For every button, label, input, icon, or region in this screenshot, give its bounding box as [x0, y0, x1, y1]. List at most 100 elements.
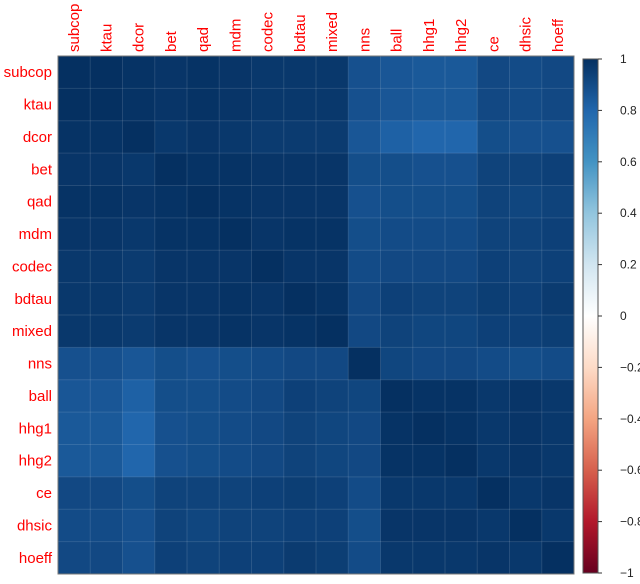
heatmap-cell: [219, 347, 252, 381]
row-label: ce: [36, 485, 52, 502]
heatmap-cell: [90, 250, 123, 284]
heatmap-cell: [219, 476, 252, 510]
heatmap-cell: [90, 185, 123, 219]
heatmap-cell: [541, 217, 575, 251]
heatmap-cell: [316, 476, 349, 510]
heatmap-cell: [412, 444, 446, 478]
heatmap-cell: [283, 412, 317, 445]
heatmap-cell: [316, 185, 349, 219]
legend-tick-label: −0.4: [620, 412, 640, 426]
heatmap-cell: [154, 217, 188, 251]
heatmap-cell: [187, 88, 220, 122]
heatmap-border: [57, 55, 575, 575]
heatmap-cell: [316, 412, 349, 445]
heatmap-cell: [445, 315, 478, 348]
heatmap-cell: [316, 56, 349, 89]
heatmap-cell: [154, 476, 188, 510]
row-label: hhg2: [19, 453, 52, 470]
heatmap-cell: [445, 153, 478, 186]
heatmap-cell: [122, 56, 156, 89]
heatmap-cell: [283, 56, 317, 89]
heatmap-cell: [219, 250, 252, 284]
heatmap-cell: [380, 56, 414, 89]
heatmap-cell: [445, 509, 478, 543]
heatmap-cell: [58, 379, 91, 413]
heatmap-cell: [380, 120, 414, 154]
heatmap-cell: [251, 444, 285, 478]
heatmap-cell: [283, 315, 317, 348]
heatmap-cell: [219, 379, 252, 413]
heatmap-cell: [445, 250, 478, 284]
heatmap-cell: [58, 347, 91, 381]
heatmap-cell: [412, 120, 446, 154]
heatmap-cell: [509, 56, 543, 89]
heatmap-cell: [348, 379, 381, 413]
heatmap-cell: [58, 153, 91, 186]
heatmap-cell: [187, 541, 220, 575]
heatmap-cell: [348, 412, 381, 445]
row-label: bet: [31, 161, 53, 178]
heatmap-cell: [283, 153, 317, 186]
legend-tick-label: 0.6: [620, 155, 637, 169]
heatmap-cell: [283, 541, 317, 575]
heatmap-cell: [412, 185, 446, 219]
heatmap-cell: [348, 282, 381, 316]
heatmap-cell: [316, 88, 349, 122]
heatmap-cell: [509, 541, 543, 575]
heatmap-cell: [90, 509, 123, 543]
heatmap-cell: [90, 541, 123, 575]
heatmap-cell: [348, 185, 381, 219]
heatmap-cell: [122, 153, 156, 186]
heatmap-cell: [187, 347, 220, 381]
heatmap-cell: [477, 217, 510, 251]
heatmap-cell: [509, 412, 543, 445]
heatmap-cell: [90, 120, 123, 154]
heatmap-cell: [154, 250, 188, 284]
row-labels: subcop ktau dcor bet qad mdm codec bdtau mixed nn…: [4, 64, 53, 567]
heatmap-cell: [541, 444, 575, 478]
heatmap-cell: [477, 185, 510, 219]
heatmap-cell: [187, 476, 220, 510]
heatmap-cell: [58, 217, 91, 251]
heatmap-cell: [283, 379, 317, 413]
heatmap-cell: [412, 541, 446, 575]
heatmap-cell: [445, 444, 478, 478]
heatmap-cell: [187, 379, 220, 413]
heatmap-cell: [219, 153, 252, 186]
heatmap-cell: [380, 250, 414, 284]
legend-tick-label: 0.2: [620, 258, 637, 272]
heatmap-cell: [412, 379, 446, 413]
heatmap-cell: [283, 185, 317, 219]
heatmap-cell: [316, 250, 349, 284]
heatmap-cell: [412, 153, 446, 186]
heatmap-cell: [316, 217, 349, 251]
heatmap-cell: [58, 444, 91, 478]
heatmap-cell: [122, 476, 156, 510]
heatmap-cell: [187, 250, 220, 284]
heatmap-cell: [541, 379, 575, 413]
heatmap-cell: [90, 56, 123, 89]
heatmap-cell: [541, 541, 575, 575]
heatmap-cell: [251, 379, 285, 413]
heatmap-cell: [412, 250, 446, 284]
column-label: subcop: [66, 4, 83, 52]
heatmap-cell: [509, 153, 543, 186]
column-labels: subcop ktau dcor bet qad mdm codec bdtau mixed nn…: [66, 4, 567, 52]
heatmap-cell: [477, 153, 510, 186]
heatmap-cell: [380, 153, 414, 186]
heatmap-cell: [477, 541, 510, 575]
heatmap-cell: [541, 476, 575, 510]
heatmap-cell: [187, 185, 220, 219]
heatmap-cell: [187, 282, 220, 316]
heatmap-cell: [445, 476, 478, 510]
heatmap-cell: [251, 185, 285, 219]
heatmap-cell: [122, 379, 156, 413]
column-label: hoeff: [550, 18, 567, 52]
heatmap-cell: [283, 347, 317, 381]
heatmap-cell: [509, 120, 543, 154]
heatmap-cell: [251, 217, 285, 251]
heatmap-cell: [316, 120, 349, 154]
heatmap-cell: [380, 185, 414, 219]
legend-tick-label: −0.8: [620, 515, 640, 529]
heatmap-cell: [251, 315, 285, 348]
